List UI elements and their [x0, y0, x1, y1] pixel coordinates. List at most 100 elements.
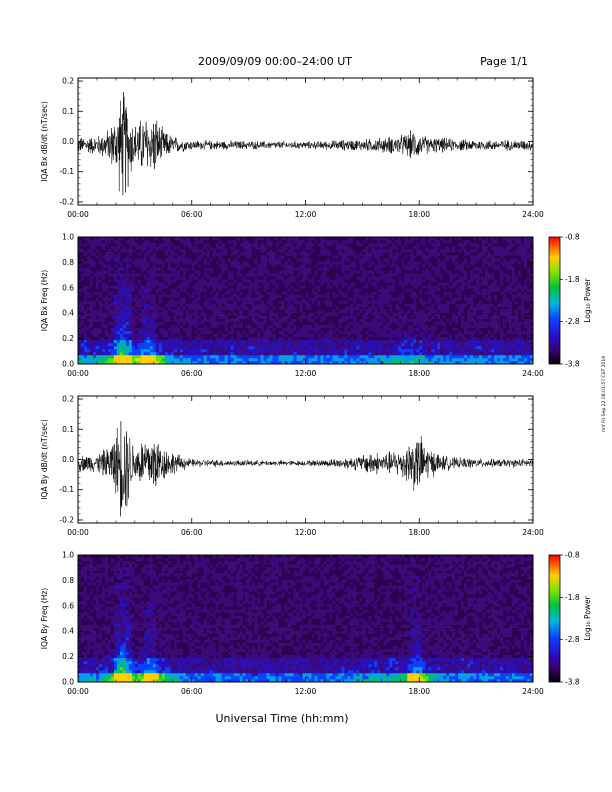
spectrogram-cell — [245, 345, 249, 350]
spectrogram-cell — [377, 249, 381, 253]
spectrogram-cell — [305, 294, 309, 298]
spectrogram-cell — [371, 243, 375, 247]
spectrogram-cell — [191, 348, 196, 353]
spectrogram-cell — [293, 246, 297, 250]
spectrogram-cell — [233, 357, 237, 362]
spectrogram-cell — [167, 336, 172, 341]
spectrogram-cell — [182, 342, 187, 347]
spectrogram-cell — [410, 360, 414, 365]
spectrogram-cell — [332, 336, 336, 341]
spectrogram-cell — [392, 270, 396, 274]
spectrogram-cell — [113, 258, 118, 262]
spectrogram-cell — [305, 357, 309, 362]
spectrogram-cell — [110, 237, 115, 241]
spectrogram-cell — [416, 270, 420, 274]
spectrogram-cell — [98, 285, 103, 289]
spectrogram-cell — [377, 339, 381, 344]
spectrogram-cell — [89, 285, 94, 289]
spectrogram-cell — [395, 237, 399, 241]
spectrogram-cell — [365, 243, 369, 247]
spectrogram-cell — [251, 261, 255, 265]
spectrogram-cell — [329, 243, 333, 247]
spectrogram-cell — [122, 237, 127, 241]
spectrogram-cell — [215, 342, 219, 347]
spectrogram-cell — [314, 267, 318, 271]
spectrogram-cell — [329, 312, 333, 316]
spectrogram-cell — [374, 336, 378, 341]
spectrogram-cell — [254, 318, 258, 322]
spectrogram-cell — [419, 237, 423, 241]
spectrogram-cell — [335, 345, 339, 350]
spectrogram-cell — [95, 249, 100, 253]
spectrogram-cell — [407, 300, 411, 304]
spectrogram-cell — [389, 273, 393, 277]
spectrogram-cell — [182, 348, 187, 353]
spectrogram-cell — [269, 252, 273, 256]
spectrogram-cell — [416, 258, 420, 262]
spectrogram-cell — [395, 342, 399, 347]
spectrogram-cell — [236, 348, 240, 353]
spectrogram-cell — [281, 351, 285, 356]
spectrogram-cell — [233, 297, 237, 301]
spectrogram-cell — [78, 339, 82, 344]
spectrogram-cell — [299, 246, 303, 250]
spectrogram-cell — [218, 285, 222, 289]
spectrogram-cell — [323, 339, 327, 344]
spectrogram-cell — [185, 264, 190, 268]
spectrogram-cell — [257, 360, 261, 365]
spectrogram-cell — [161, 252, 166, 256]
spectrogram-cell — [215, 300, 219, 304]
spectrogram-cell — [203, 264, 208, 268]
spectrogram-cell — [80, 348, 85, 353]
spectrogram-cell — [380, 327, 384, 332]
spectrogram-cell — [119, 312, 124, 316]
spectrogram-cell — [317, 360, 321, 365]
spectrogram-cell — [116, 327, 121, 332]
spectrogram-cell — [317, 267, 321, 271]
spectrogram-cell — [80, 321, 85, 325]
spectrogram-cell — [215, 327, 219, 332]
spectrogram-cell — [410, 324, 414, 329]
spectrogram-cell — [416, 324, 420, 329]
spectrogram-cell — [248, 279, 252, 283]
spectrogram-cell — [263, 342, 267, 347]
spectrogram-cell — [176, 261, 181, 265]
spectrogram-cell — [389, 360, 393, 365]
spectrogram-cell — [284, 294, 288, 298]
spectrogram-cell — [242, 354, 246, 359]
spectrogram-cell — [110, 318, 115, 322]
spectrogram-cell — [401, 237, 405, 241]
spectrogram-cell — [128, 318, 133, 322]
spectrogram-cell — [218, 354, 222, 359]
spectrogram-cell — [185, 249, 190, 253]
spectrogram-cell — [302, 318, 306, 322]
spectrogram-cell — [350, 321, 354, 325]
spectrogram-cell — [191, 354, 196, 359]
spectrogram-cell — [260, 318, 264, 322]
spectrogram-cell — [353, 345, 357, 350]
spectrogram-cell — [278, 345, 282, 350]
spectrogram-cell — [383, 318, 387, 322]
spectrogram-cell — [131, 333, 136, 338]
spectrogram-cell — [347, 240, 351, 244]
spectrogram-cell — [218, 273, 222, 277]
spectrogram-cell — [317, 318, 321, 322]
spectrogram-cell — [152, 327, 157, 332]
spectrogram-cell — [251, 306, 255, 310]
spectrogram-cell — [314, 306, 318, 310]
spectrogram-cell — [188, 246, 193, 250]
spectrogram-cell — [290, 240, 294, 244]
spectrogram-cell — [92, 330, 97, 335]
spectrogram-cell — [104, 342, 109, 347]
spectrogram-cell — [338, 351, 342, 356]
spectrogram-cell — [161, 306, 166, 310]
spectrogram-cell — [353, 291, 357, 295]
spectrogram-cell — [86, 252, 91, 256]
spectrogram-cell — [197, 297, 202, 301]
spectrogram-cell — [416, 252, 420, 256]
spectrogram-cell — [410, 249, 414, 253]
spectrogram-cell — [227, 279, 231, 283]
spectrogram-cell — [218, 294, 222, 298]
spectrogram-cell — [338, 255, 342, 259]
spectrogram-cell — [149, 255, 154, 259]
